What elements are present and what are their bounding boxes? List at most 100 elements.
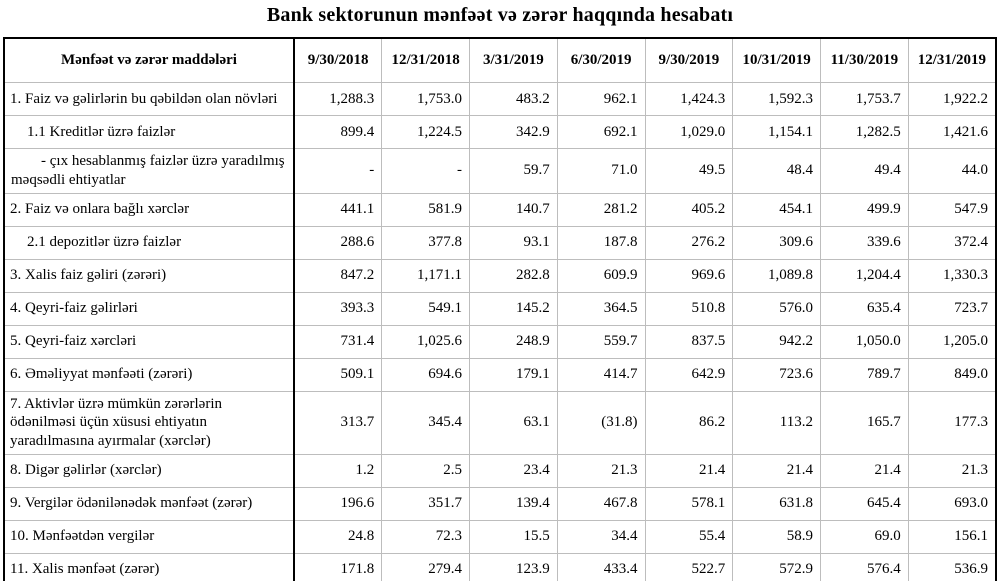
row-label: 4. Qeyri-faiz gəlirləri bbox=[3, 291, 295, 326]
cell-value: 372.4 bbox=[907, 225, 997, 260]
table-row: 1.1 Kreditlər üzrə faizlər 899.4 1,224.5 34… bbox=[3, 115, 997, 149]
cell-value: 93.1 bbox=[469, 225, 558, 260]
cell-value: 351.7 bbox=[381, 486, 470, 521]
cell-value: 171.8 bbox=[293, 552, 383, 581]
cell-value: 165.7 bbox=[820, 390, 909, 455]
cell-value: 288.6 bbox=[293, 225, 383, 260]
cell-value: 21.3 bbox=[907, 453, 997, 488]
table-row: 4. Qeyri-faiz gəlirləri 393.3 549.1 145.2 36… bbox=[3, 291, 997, 326]
cell-value: 156.1 bbox=[907, 519, 997, 554]
table-row: 3. Xalis faiz gəliri (zərəri) 847.2 1,171.… bbox=[3, 258, 997, 293]
cell-value: 49.4 bbox=[820, 148, 909, 194]
row-label: 6. Əməliyyat mənfəəti (zərəri) bbox=[3, 357, 295, 392]
cell-value: 405.2 bbox=[644, 192, 734, 227]
cell-value: 1,205.0 bbox=[907, 324, 997, 359]
table-row: 7. Aktivlər üzrə mümkün zərərlərin ödəni… bbox=[3, 390, 997, 455]
table-row: 5. Qeyri-faiz xərcləri 731.4 1,025.6 248.9 5… bbox=[3, 324, 997, 359]
cell-value: 123.9 bbox=[469, 552, 558, 581]
cell-value: 1,050.0 bbox=[820, 324, 909, 359]
cell-value: 393.3 bbox=[293, 291, 383, 326]
cell-value: 69.0 bbox=[820, 519, 909, 554]
cell-value: 837.5 bbox=[644, 324, 734, 359]
cell-value: 279.4 bbox=[381, 552, 470, 581]
cell-value: 71.0 bbox=[556, 148, 646, 194]
cell-value: 2.5 bbox=[381, 453, 470, 488]
cell-value: 499.9 bbox=[820, 192, 909, 227]
table-row: 11. Xalis mənfəət (zərər) 171.8 279.4 123.9… bbox=[3, 552, 997, 581]
cell-value: 1,154.1 bbox=[732, 115, 821, 149]
cell-value: 21.4 bbox=[820, 453, 909, 488]
cell-value: 187.8 bbox=[556, 225, 646, 260]
cell-value: 1,288.3 bbox=[293, 82, 383, 116]
cell-value: 536.9 bbox=[907, 552, 997, 581]
row-label: 3. Xalis faiz gəliri (zərəri) bbox=[3, 258, 295, 293]
cell-value: 1,224.5 bbox=[381, 115, 470, 149]
cell-value: 1,171.1 bbox=[381, 258, 470, 293]
date-column-header: 9/30/2019 bbox=[644, 37, 734, 83]
cell-value: 377.8 bbox=[381, 225, 470, 260]
cell-value: 34.4 bbox=[556, 519, 646, 554]
cell-value: 63.1 bbox=[469, 390, 558, 455]
cell-value: 55.4 bbox=[644, 519, 734, 554]
row-label: 1.1 Kreditlər üzrə faizlər bbox=[3, 115, 295, 149]
cell-value: 140.7 bbox=[469, 192, 558, 227]
header-row: Mənfəət və zərər maddələri 9/30/2018 12/31… bbox=[3, 37, 997, 83]
cell-value: 1,204.4 bbox=[820, 258, 909, 293]
cell-value: 1,029.0 bbox=[644, 115, 734, 149]
row-label: 10. Mənfəətdən vergilər bbox=[3, 519, 295, 554]
date-column-header: 11/30/2019 bbox=[820, 37, 909, 83]
table-row: 8. Digər gəlirlər (xərclər) 1.2 2.5 23.4 21.… bbox=[3, 453, 997, 488]
cell-value: 522.7 bbox=[644, 552, 734, 581]
cell-value: 1,592.3 bbox=[732, 82, 821, 116]
table-header: Mənfəət və zərər maddələri 9/30/2018 12/31… bbox=[3, 37, 997, 83]
cell-value: 179.1 bbox=[469, 357, 558, 392]
page-title: Bank sektorunun mənfəət və zərər haqqınd… bbox=[266, 4, 734, 26]
cell-value: 48.4 bbox=[732, 148, 821, 194]
cell-value: 1,089.8 bbox=[732, 258, 821, 293]
profit-loss-table: Mənfəət və zərər maddələri 9/30/2018 12/31… bbox=[3, 37, 997, 581]
cell-value: 59.7 bbox=[469, 148, 558, 194]
cell-value: 467.8 bbox=[556, 486, 646, 521]
cell-value: 177.3 bbox=[907, 390, 997, 455]
row-label: 11. Xalis mənfəət (zərər) bbox=[3, 552, 295, 581]
date-column-header: 12/31/2018 bbox=[381, 37, 470, 83]
table-row: 6. Əməliyyat mənfəəti (zərəri) 509.1 694.6… bbox=[3, 357, 997, 392]
cell-value: 21.4 bbox=[644, 453, 734, 488]
items-column-header: Mənfəət və zərər maddələri bbox=[3, 37, 295, 83]
cell-value: 342.9 bbox=[469, 115, 558, 149]
cell-value: 1,753.0 bbox=[381, 82, 470, 116]
cell-value: 1,282.5 bbox=[820, 115, 909, 149]
cell-value: 339.6 bbox=[820, 225, 909, 260]
cell-value: 364.5 bbox=[556, 291, 646, 326]
cell-value: 276.2 bbox=[644, 225, 734, 260]
cell-value: 44.0 bbox=[907, 148, 997, 194]
cell-value: 113.2 bbox=[732, 390, 821, 455]
cell-value: 509.1 bbox=[293, 357, 383, 392]
cell-value: 576.0 bbox=[732, 291, 821, 326]
cell-value: 196.6 bbox=[293, 486, 383, 521]
cell-value: 962.1 bbox=[556, 82, 646, 116]
cell-value: 86.2 bbox=[644, 390, 734, 455]
cell-value: 899.4 bbox=[293, 115, 383, 149]
cell-value: 1,753.7 bbox=[820, 82, 909, 116]
cell-value: 578.1 bbox=[644, 486, 734, 521]
table-row: 2. Faiz və onlara bağlı xərclər 441.1 581.… bbox=[3, 192, 997, 227]
cell-value: 847.2 bbox=[293, 258, 383, 293]
cell-value: 483.2 bbox=[469, 82, 558, 116]
cell-value: 145.2 bbox=[469, 291, 558, 326]
cell-value: 969.6 bbox=[644, 258, 734, 293]
cell-value: 49.5 bbox=[644, 148, 734, 194]
cell-value: 248.9 bbox=[469, 324, 558, 359]
cell-value: 24.8 bbox=[293, 519, 383, 554]
cell-value: 635.4 bbox=[820, 291, 909, 326]
cell-value: 693.0 bbox=[907, 486, 997, 521]
row-label: 9. Vergilər ödənilənədək mənfəət (zərər) bbox=[3, 486, 295, 521]
cell-value: 1,922.2 bbox=[907, 82, 997, 116]
cell-value: 642.9 bbox=[644, 357, 734, 392]
table-row: 1. Faiz və gəlirlərin bu qəbildən olan n… bbox=[3, 82, 997, 116]
date-column-header: 3/31/2019 bbox=[469, 37, 558, 83]
cell-value: 139.4 bbox=[469, 486, 558, 521]
cell-value: 789.7 bbox=[820, 357, 909, 392]
cell-value: 433.4 bbox=[556, 552, 646, 581]
cell-value: 345.4 bbox=[381, 390, 470, 455]
